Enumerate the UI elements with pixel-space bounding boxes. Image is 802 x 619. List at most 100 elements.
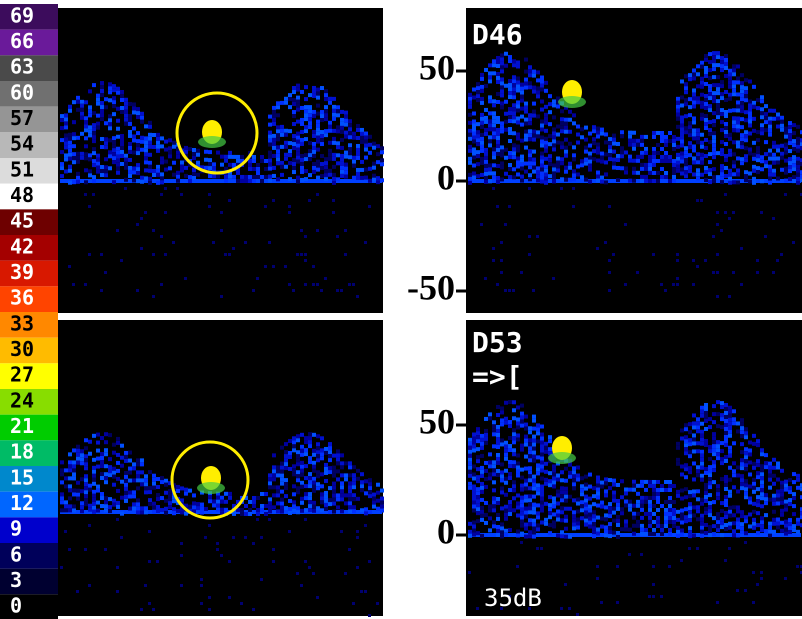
- spectrum-pixel: [60, 174, 64, 178]
- spectrum-pixel: [356, 477, 360, 481]
- spectrum-pixel: [708, 52, 712, 56]
- spectrum-pixel: [104, 271, 107, 274]
- spectrum-pixel: [524, 423, 528, 427]
- spectrum-pixel: [740, 93, 744, 97]
- spectrum-pixel: [740, 442, 744, 446]
- spectrum-pixel: [480, 141, 484, 145]
- spectrum-pixel: [316, 92, 320, 96]
- spectrum-pixel: [196, 161, 200, 165]
- spectrum-pixel: [724, 411, 728, 415]
- spectrum-pixel: [484, 152, 488, 156]
- spectrum-pixel: [348, 505, 352, 509]
- spectrum-pixel: [268, 159, 272, 163]
- spectrum-pixel: [740, 105, 744, 109]
- spectrum-pixel: [292, 146, 296, 150]
- spectrum-pixel: [572, 482, 576, 486]
- spectrum-pixel: [296, 253, 299, 256]
- spectrum-pixel: [700, 117, 704, 121]
- spectrum-pixel: [484, 513, 488, 517]
- spectrum-pixel: [548, 102, 552, 106]
- spectrum-pixel: [588, 160, 592, 164]
- spectrum-pixel: [376, 176, 380, 180]
- spectrum-pixel: [500, 57, 504, 61]
- spectrum-pixel: [564, 515, 568, 519]
- spectrum-pixel: [724, 90, 728, 94]
- spectrum-pixel: [160, 176, 164, 180]
- spectrum-pixel: [260, 536, 263, 539]
- spectrum-pixel: [556, 477, 560, 481]
- spectrum-pixel: [648, 163, 652, 167]
- spectrum-pixel: [616, 515, 620, 519]
- spectrum-pixel: [124, 110, 128, 114]
- spectrum-pixel: [716, 63, 720, 67]
- spectrum-pixel: [376, 144, 380, 148]
- spectrum-pixel: [736, 180, 740, 184]
- spectrum-pixel: [144, 144, 148, 148]
- spectrum-pixel: [748, 179, 752, 183]
- spectrum-pixel: [468, 113, 472, 117]
- spectrum-pixel: [340, 122, 344, 126]
- spectrum-pixel: [720, 441, 724, 445]
- spectrum-pixel: [604, 241, 607, 244]
- spectrum-pixel: [708, 128, 712, 132]
- spectrum-pixel: [256, 171, 260, 175]
- spectrum-pixel: [560, 177, 564, 181]
- spectrum-pixel: [80, 116, 84, 120]
- spectrum-pixel: [708, 425, 712, 429]
- spectrum-pixel: [516, 76, 520, 80]
- spectrum-pixel: [704, 118, 708, 122]
- spectrum-pixel: [556, 104, 560, 108]
- spectrum-pixel: [684, 158, 688, 162]
- spectrum-pixel: [676, 117, 680, 121]
- spectrum-pixel: [568, 463, 572, 467]
- spectrum-pixel: [348, 493, 352, 497]
- spectrum-pixel: [724, 435, 728, 439]
- spectrum-pixel: [176, 187, 179, 190]
- spectrum-pixel: [732, 80, 736, 84]
- spectrum-pixel: [84, 180, 88, 184]
- spectrum-pixel: [500, 161, 504, 165]
- spectrum-pixel: [308, 105, 312, 109]
- spectrum-pixel: [208, 193, 211, 196]
- spectrum-pixel: [296, 132, 300, 136]
- spectrum-pixel: [500, 89, 504, 93]
- spectrum-pixel: [208, 162, 212, 166]
- spectrum-pixel: [140, 140, 144, 144]
- spectrum-pixel: [488, 63, 492, 67]
- spectrum-pixel: [632, 167, 636, 171]
- scale-label: 21: [10, 414, 34, 438]
- spectrum-pixel: [736, 144, 740, 148]
- spectrum-pixel: [692, 449, 696, 453]
- spectrum-pixel: [656, 151, 660, 155]
- spectrum-pixel: [232, 247, 235, 250]
- spectrum-pixel: [696, 421, 700, 425]
- spectrum-pixel: [736, 533, 740, 537]
- spectrum-pixel: [140, 510, 144, 514]
- spectrum-pixel: [696, 469, 700, 473]
- spectrum-pixel: [300, 118, 304, 122]
- spectrum-pixel: [684, 102, 688, 106]
- spectrum-pixel: [572, 113, 576, 117]
- spectrum-pixel: [80, 156, 84, 160]
- spectrum-pixel: [684, 467, 688, 471]
- spectrum-pixel: [64, 484, 68, 488]
- spectrum-pixel: [572, 470, 576, 474]
- spectrum-pixel: [508, 155, 512, 159]
- spectrum-pixel: [484, 132, 488, 136]
- spectrum-pixel: [652, 488, 656, 492]
- spectrum-pixel: [572, 157, 576, 161]
- spectrum-pixel: [468, 462, 472, 466]
- spectrum-pixel: [104, 548, 107, 551]
- spectrum-pixel: [288, 439, 292, 443]
- spectrum-pixel: [760, 476, 764, 480]
- spectrum-pixel: [276, 509, 280, 513]
- spectrum-pixel: [636, 171, 640, 175]
- spectrum-pixel: [204, 536, 207, 539]
- spectrum-pixel: [728, 510, 732, 514]
- spectrum-pixel: [188, 175, 192, 179]
- spectrum-pixel: [176, 171, 180, 175]
- spectrum-pixel: [608, 534, 612, 538]
- spectrum-pixel: [112, 475, 116, 479]
- spectrum-pixel: [544, 177, 548, 181]
- spectrum-pixel: [580, 135, 584, 139]
